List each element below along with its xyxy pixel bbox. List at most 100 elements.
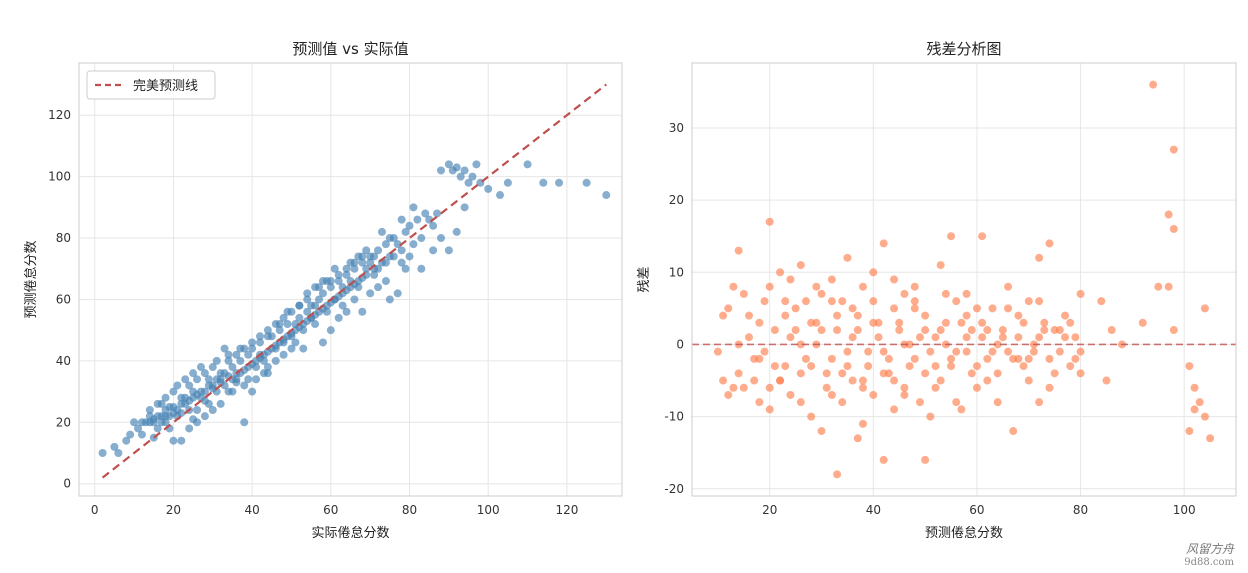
data-point	[1040, 318, 1049, 327]
data-point	[739, 383, 748, 392]
data-point	[350, 264, 359, 273]
data-point	[926, 347, 935, 356]
data-point	[781, 297, 790, 306]
data-point	[460, 203, 469, 212]
y-tick-label: 120	[48, 108, 71, 122]
data-point	[240, 366, 249, 375]
data-point	[879, 239, 888, 248]
data-point	[318, 289, 327, 298]
data-point	[827, 297, 836, 306]
x-tick-label: 100	[477, 503, 500, 517]
data-point	[216, 378, 225, 387]
data-point	[248, 344, 257, 353]
data-point	[941, 318, 950, 327]
data-point	[248, 338, 257, 347]
data-point	[397, 258, 406, 267]
data-point	[291, 338, 300, 347]
data-point	[972, 304, 981, 313]
data-point	[1061, 333, 1070, 342]
data-point	[1014, 311, 1023, 320]
data-point	[817, 289, 826, 298]
data-point	[729, 383, 738, 392]
data-point	[468, 172, 477, 181]
watermark: 风留方舟 9d88.com	[1184, 543, 1234, 569]
data-point	[370, 252, 379, 261]
data-point	[900, 390, 909, 399]
data-point	[952, 297, 961, 306]
y-tick-label: 30	[669, 121, 684, 135]
data-point	[169, 436, 178, 445]
legend: 完美预测线	[86, 70, 216, 100]
data-point	[1035, 253, 1044, 262]
data-point	[915, 333, 924, 342]
data-point	[941, 289, 950, 298]
data-point	[256, 332, 264, 341]
data-point	[244, 350, 253, 359]
data-point	[910, 304, 919, 313]
data-point	[827, 390, 836, 399]
data-point	[993, 340, 1002, 349]
data-point	[817, 427, 826, 436]
y-tick-label: 80	[56, 231, 71, 245]
data-point	[776, 376, 785, 385]
data-point	[204, 375, 213, 384]
data-point	[952, 398, 961, 407]
data-point	[978, 232, 987, 241]
data-point	[1055, 347, 1064, 356]
data-point	[879, 455, 888, 464]
chart-title: 残差分析图	[926, 40, 1001, 58]
perfect-prediction-line	[101, 83, 607, 479]
data-point	[185, 396, 194, 405]
data-point	[1024, 376, 1033, 385]
plot-frame	[78, 62, 623, 497]
y-axis-label: 残差	[637, 266, 652, 292]
data-point	[397, 215, 406, 224]
data-point	[1076, 289, 1085, 298]
data-point	[523, 160, 532, 169]
data-point	[786, 333, 795, 342]
data-point	[988, 304, 997, 313]
x-axis-label: 实际倦怠分数	[311, 525, 389, 541]
data-point	[232, 378, 241, 387]
data-point	[153, 424, 162, 433]
data-point	[287, 307, 296, 316]
data-point	[978, 333, 987, 342]
data-point	[843, 253, 852, 262]
plot-area	[692, 63, 1236, 496]
data-point	[874, 333, 883, 342]
x-tick-label: 120	[555, 503, 578, 517]
data-point	[452, 227, 461, 236]
y-tick-label: 60	[56, 292, 71, 306]
data-point	[910, 297, 919, 306]
data-point	[315, 295, 324, 304]
data-point	[224, 350, 233, 359]
data-point	[770, 362, 779, 371]
data-point	[1190, 405, 1199, 414]
data-point	[864, 347, 873, 356]
x-tick-label: 60	[323, 503, 338, 517]
data-point	[1035, 398, 1044, 407]
data-point	[962, 347, 971, 356]
data-point	[988, 347, 997, 356]
data-point	[377, 227, 386, 236]
data-point	[770, 326, 779, 335]
data-point	[833, 470, 842, 479]
data-point	[1149, 80, 1158, 89]
data-point	[196, 363, 205, 372]
data-point	[200, 396, 209, 405]
data-point	[972, 383, 981, 392]
data-point	[232, 350, 241, 359]
data-point	[177, 409, 186, 418]
y-tick-label: 20	[56, 415, 71, 429]
data-point	[833, 311, 842, 320]
data-point	[275, 326, 284, 335]
data-point	[228, 387, 237, 396]
data-point	[1071, 333, 1080, 342]
data-point	[1014, 354, 1023, 363]
data-point	[755, 354, 764, 363]
y-tick-label: 20	[669, 193, 684, 207]
data-point	[256, 338, 264, 347]
data-point	[134, 424, 143, 433]
data-point	[1200, 412, 1209, 421]
